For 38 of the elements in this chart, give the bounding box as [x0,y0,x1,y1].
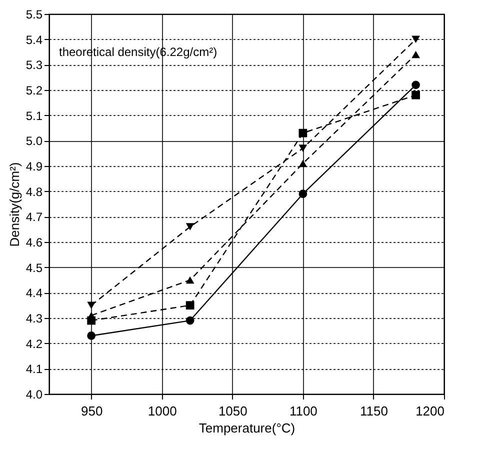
y-tick-label: 4.0 [26,388,43,402]
point [186,316,194,325]
x-axis-title: Temperature(°C) [198,420,296,436]
y-tick-label: 4.8 [26,184,43,199]
x-tick-label: 1000 [148,404,177,418]
x-tick-label: 1150 [360,404,388,418]
point [186,301,194,310]
point [412,50,420,58]
point [298,160,308,168]
point [412,36,420,43]
point [298,144,308,152]
point [412,90,420,100]
y-tick-label: 5.0 [26,134,43,148]
y-tick-label: 4.1 [26,362,43,376]
y-tick-label: 5.2 [26,84,43,98]
y-tick-label: 5.1 [26,108,43,123]
point [186,223,194,230]
y-tick-label: 4.4 [26,286,43,300]
x-tick-label: 1050 [218,404,248,418]
y-tick-label: 4.2 [26,336,43,351]
y-tick-label: 4.9 [26,160,43,174]
x-tick-label: 950 [80,404,103,418]
y-tick-label: 5.4 [26,32,43,47]
y-tick-label: 4.3 [26,312,43,326]
point [412,80,420,90]
point [87,302,96,309]
point [298,190,308,198]
y-tick-label: 4.6 [26,236,43,250]
point [298,128,308,138]
point [186,276,194,284]
y-tick-label: 5.3 [26,58,43,72]
x-tick-label: 1200 [416,404,444,418]
y-axis-title: Density(g/cm²) [6,162,22,247]
y-tick-label: 4.5 [26,260,43,275]
point [87,332,96,340]
y-tick-label: 5.5 [26,8,43,22]
y-tick-label: 4.7 [26,210,43,224]
x-tick-label: 1100 [289,404,318,418]
